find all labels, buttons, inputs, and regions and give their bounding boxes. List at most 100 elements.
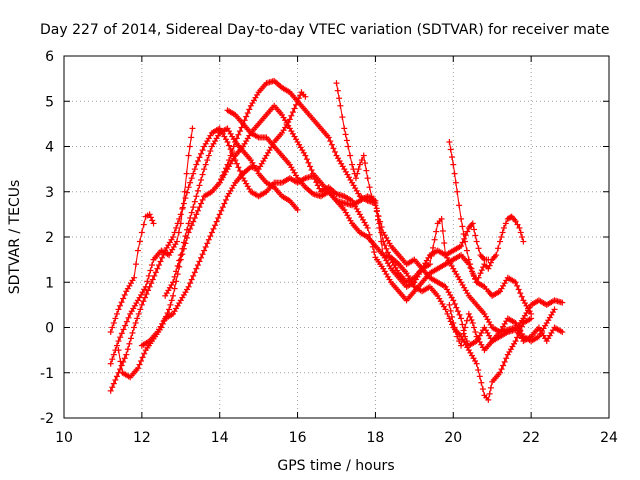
data-point xyxy=(384,249,391,256)
data-point xyxy=(331,148,338,155)
data-point xyxy=(218,207,225,214)
series-layer xyxy=(107,77,566,403)
series-line xyxy=(110,128,194,364)
data-point xyxy=(112,376,119,383)
data-point xyxy=(378,238,385,245)
data-point xyxy=(468,265,475,272)
x-tick-label: 22 xyxy=(522,430,540,446)
data-point xyxy=(146,211,153,218)
data-point xyxy=(202,243,209,250)
data-point xyxy=(333,80,340,87)
data-point xyxy=(160,251,167,258)
data-point xyxy=(289,109,296,116)
data-point xyxy=(126,340,133,347)
data-point xyxy=(426,261,433,268)
data-point xyxy=(497,369,503,376)
data-point xyxy=(224,138,231,145)
data-point xyxy=(188,175,195,182)
data-point xyxy=(191,166,198,173)
data-point xyxy=(187,214,194,221)
data-point xyxy=(205,236,212,243)
data-point xyxy=(122,322,129,329)
data-point xyxy=(235,131,242,138)
data-point xyxy=(516,224,523,231)
data-point xyxy=(138,301,145,308)
data-point xyxy=(512,279,519,286)
data-point xyxy=(316,185,323,192)
data-point xyxy=(369,196,376,203)
data-point xyxy=(477,270,484,277)
data-point xyxy=(216,179,223,186)
data-point xyxy=(199,171,206,178)
data-point xyxy=(138,357,145,364)
data-point xyxy=(468,316,475,323)
data-point xyxy=(120,326,127,333)
data-point xyxy=(188,209,195,216)
data-point xyxy=(485,396,492,403)
data-point xyxy=(194,262,201,269)
data-point xyxy=(107,387,114,394)
data-point xyxy=(205,152,212,159)
data-point xyxy=(471,273,478,280)
data-point xyxy=(371,249,378,256)
data-point xyxy=(196,258,203,265)
data-point xyxy=(475,367,482,374)
data-point xyxy=(180,239,187,246)
data-point xyxy=(174,220,181,227)
data-point xyxy=(241,117,248,124)
data-point xyxy=(184,226,191,233)
data-point xyxy=(451,170,458,177)
data-point xyxy=(199,196,206,203)
data-point xyxy=(303,156,310,163)
data-point xyxy=(187,179,194,186)
data-point xyxy=(204,157,211,164)
data-point xyxy=(133,261,140,268)
data-point xyxy=(118,330,125,337)
data-point xyxy=(199,251,206,258)
data-point xyxy=(185,184,192,191)
data-point xyxy=(314,182,321,189)
data-point xyxy=(173,278,180,285)
data-point xyxy=(500,362,507,369)
data-point xyxy=(184,189,191,196)
data-point xyxy=(512,218,519,225)
data-point xyxy=(480,264,487,271)
data-point xyxy=(123,318,130,325)
data-point xyxy=(339,114,346,121)
y-tick-label: 3 xyxy=(45,185,54,201)
data-point xyxy=(518,293,525,300)
data-point xyxy=(218,176,225,183)
data-point xyxy=(442,306,449,313)
data-point xyxy=(487,384,494,391)
y-tick-label: 6 xyxy=(45,49,54,65)
data-point xyxy=(487,259,494,266)
data-point xyxy=(170,292,176,299)
data-point xyxy=(224,161,231,168)
data-point xyxy=(190,204,197,211)
data-point xyxy=(307,163,314,170)
series-track-8 xyxy=(216,77,566,345)
data-point xyxy=(243,113,250,120)
data-point xyxy=(428,253,435,260)
series-track-4 xyxy=(115,102,535,403)
data-point xyxy=(166,306,173,313)
data-point xyxy=(458,215,465,222)
data-point xyxy=(226,142,233,149)
data-point xyxy=(372,202,379,209)
data-point xyxy=(117,302,124,309)
data-point xyxy=(190,218,197,225)
y-tick-label: 5 xyxy=(45,94,54,110)
data-point xyxy=(363,167,370,174)
data-point xyxy=(463,338,470,345)
data-point xyxy=(450,319,457,326)
data-point xyxy=(145,272,152,279)
data-point xyxy=(201,247,208,254)
data-point xyxy=(454,333,461,340)
data-point xyxy=(514,334,521,341)
data-point xyxy=(117,358,124,365)
data-point xyxy=(135,310,142,317)
data-point xyxy=(452,179,459,186)
data-point xyxy=(373,207,380,214)
data-point xyxy=(464,228,471,235)
